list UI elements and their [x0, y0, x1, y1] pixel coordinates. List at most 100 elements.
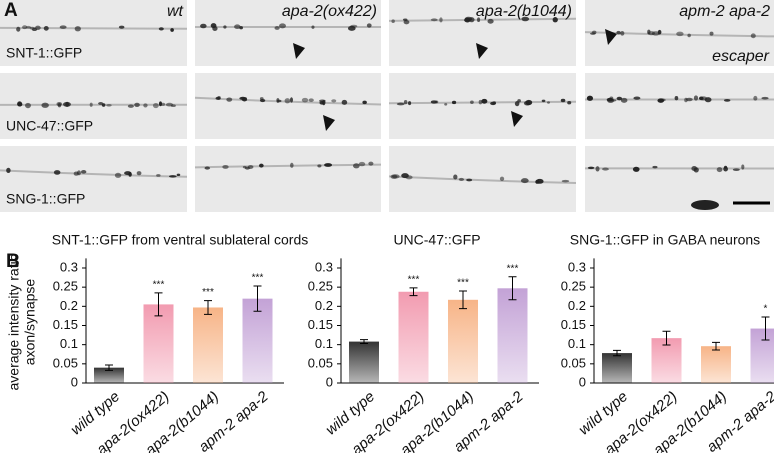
- y-tick-label: 0.25: [308, 279, 333, 294]
- bar: [349, 341, 379, 383]
- puncta: [73, 171, 79, 176]
- bar: [193, 307, 223, 383]
- puncta: [602, 167, 609, 171]
- puncta: [17, 102, 23, 107]
- puncta: [317, 164, 322, 168]
- puncta: [535, 179, 540, 184]
- column-label: apa-2(ox422): [282, 3, 377, 20]
- micrograph: [389, 146, 576, 212]
- puncta: [595, 166, 600, 172]
- puncta: [676, 31, 684, 37]
- bar: [398, 291, 429, 383]
- y-axis-label: axon/synapse: [22, 279, 38, 366]
- puncta: [490, 101, 496, 106]
- significance-label: ***: [252, 273, 264, 284]
- significance-label: ***: [408, 275, 420, 286]
- puncta: [319, 101, 325, 105]
- puncta: [408, 101, 412, 106]
- row-label: SNG-1::GFP: [6, 191, 85, 207]
- y-tick-label: 0.1: [60, 336, 78, 351]
- y-tick-label: 0.05: [561, 355, 586, 370]
- y-tick-label: 0.05: [53, 355, 78, 370]
- puncta: [430, 18, 438, 22]
- puncta: [478, 99, 483, 105]
- puncta: [616, 30, 621, 35]
- puncta: [434, 100, 439, 104]
- puncta: [616, 96, 623, 101]
- y-tick-label: 0.1: [315, 336, 333, 351]
- puncta: [259, 98, 266, 103]
- puncta: [204, 166, 211, 170]
- puncta: [134, 102, 140, 108]
- puncta: [403, 19, 410, 25]
- micrograph: [0, 0, 187, 66]
- puncta: [620, 31, 625, 36]
- axon-trace: [0, 26, 188, 30]
- puncta: [168, 175, 177, 178]
- puncta: [723, 166, 728, 172]
- puncta: [741, 164, 745, 170]
- puncta: [362, 100, 367, 105]
- y-tick-label: 0: [579, 374, 586, 389]
- arrowhead: [323, 115, 335, 131]
- micrograph: [585, 146, 774, 212]
- bar: [143, 304, 174, 383]
- puncta: [633, 96, 641, 100]
- puncta: [606, 97, 613, 102]
- puncta: [127, 104, 134, 108]
- puncta: [89, 102, 93, 107]
- puncta: [477, 17, 481, 23]
- puncta: [106, 103, 112, 107]
- y-axis-label: average intensity ratio: [6, 253, 22, 390]
- puncta: [592, 30, 597, 35]
- panel-label: A: [4, 0, 18, 21]
- puncta: [170, 28, 174, 32]
- micrograph: [0, 146, 187, 212]
- puncta: [652, 165, 658, 169]
- puncta: [63, 101, 71, 107]
- puncta: [546, 101, 551, 104]
- y-tick-label: 0.2: [60, 298, 78, 313]
- puncta: [158, 27, 164, 31]
- puncta: [444, 103, 448, 106]
- error-bar: [662, 330, 671, 346]
- puncta: [716, 167, 723, 173]
- arrowhead: [605, 29, 617, 45]
- puncta: [25, 102, 31, 109]
- y-tick-label: 0.3: [568, 259, 586, 274]
- debris: [691, 200, 719, 210]
- puncta: [6, 167, 11, 174]
- puncta: [341, 99, 348, 105]
- bar: [750, 328, 774, 383]
- error-bar: [761, 316, 770, 341]
- puncta: [80, 170, 87, 174]
- puncta: [439, 17, 443, 23]
- y-tick-label: 0.3: [315, 259, 333, 274]
- error-bar: [459, 290, 467, 310]
- puncta: [128, 172, 132, 177]
- puncta: [244, 166, 251, 170]
- puncta: [586, 95, 594, 101]
- y-tick-label: 0.2: [568, 298, 586, 313]
- bar: [448, 299, 478, 383]
- y-tick-label: 0.15: [53, 317, 78, 332]
- error-bar: [712, 341, 720, 351]
- puncta: [401, 173, 409, 179]
- puncta: [647, 29, 651, 35]
- panel-label: B: [6, 251, 20, 272]
- puncta: [693, 95, 699, 101]
- puncta: [464, 17, 471, 23]
- error-bar: [154, 292, 163, 317]
- puncta: [514, 101, 520, 107]
- puncta: [470, 100, 474, 105]
- y-tick-label: 0.25: [561, 279, 586, 294]
- puncta: [311, 25, 315, 29]
- micrograph-panel: [0, 0, 774, 212]
- puncta: [301, 97, 309, 103]
- puncta: [165, 102, 174, 107]
- puncta: [152, 102, 159, 109]
- puncta: [698, 96, 704, 101]
- micrograph: [585, 73, 774, 139]
- arrowhead: [293, 43, 305, 59]
- puncta: [41, 102, 49, 108]
